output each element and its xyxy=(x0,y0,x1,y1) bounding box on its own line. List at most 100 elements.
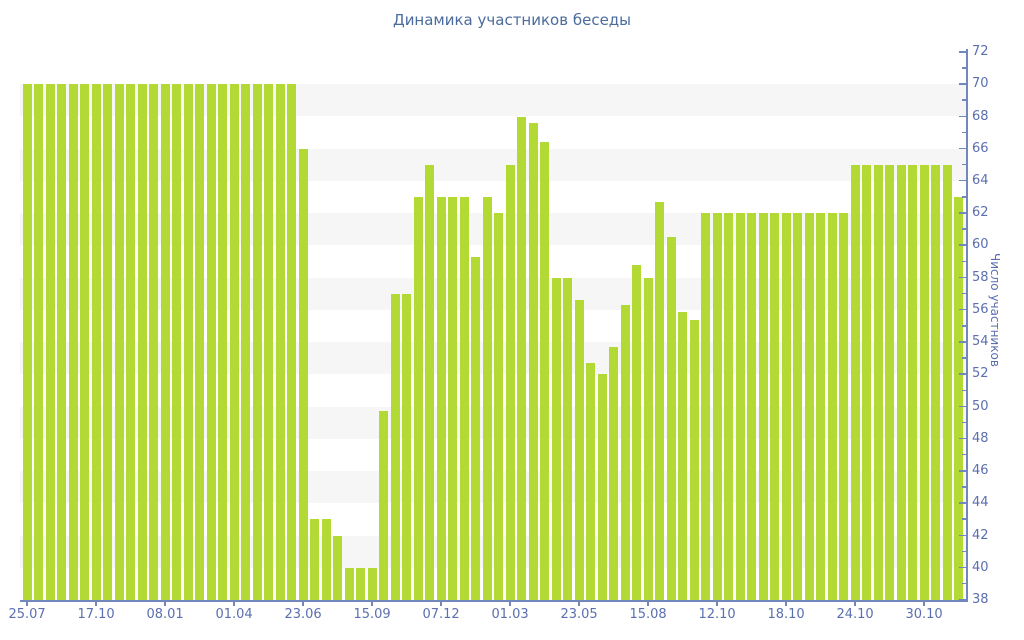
bar xyxy=(885,164,895,600)
bar xyxy=(632,264,642,600)
bar xyxy=(931,164,941,600)
bar xyxy=(586,363,596,600)
y-tick-label: 48 xyxy=(972,430,989,446)
bar xyxy=(206,84,216,600)
bar xyxy=(137,84,147,600)
bar xyxy=(482,197,492,600)
x-tick xyxy=(26,600,28,606)
bar xyxy=(287,84,297,600)
bar xyxy=(551,277,561,600)
bar xyxy=(195,84,205,600)
bar xyxy=(34,84,44,600)
x-tick-label: 18.10 xyxy=(767,607,805,622)
bar xyxy=(770,213,780,600)
y-tick-label: 56 xyxy=(972,301,989,317)
x-tick-label: 08.01 xyxy=(146,607,184,622)
x-tick-label: 25.07 xyxy=(8,607,46,622)
y-minor-tick xyxy=(962,99,968,101)
bar xyxy=(827,213,837,600)
x-tick xyxy=(233,600,235,606)
bar xyxy=(172,84,182,600)
bar xyxy=(344,567,354,600)
bar xyxy=(758,213,768,600)
y-tick-label: 70 xyxy=(972,76,989,92)
y-major-tick xyxy=(959,534,968,536)
bar xyxy=(689,319,699,600)
y-major-tick xyxy=(959,244,968,246)
bar xyxy=(954,197,964,600)
y-minor-tick xyxy=(962,421,968,424)
y-tick-label: 64 xyxy=(972,172,989,188)
y-tick-label: 66 xyxy=(972,140,989,156)
bar xyxy=(908,164,918,600)
bar xyxy=(390,293,400,600)
y-minor-tick xyxy=(962,453,968,456)
y-minor-tick xyxy=(962,228,968,230)
bar xyxy=(563,277,573,600)
y-minor-tick xyxy=(962,67,968,69)
bar xyxy=(252,84,262,600)
bar xyxy=(149,84,159,600)
bar xyxy=(103,84,113,600)
y-minor-tick xyxy=(962,357,968,359)
bar xyxy=(333,535,343,600)
bar xyxy=(816,213,826,600)
bar xyxy=(22,84,32,600)
bar xyxy=(781,213,791,600)
bar xyxy=(379,411,389,600)
y-tick-label: 46 xyxy=(972,463,989,479)
bar xyxy=(505,164,515,600)
x-tick xyxy=(95,600,97,606)
chart-title: Динамика участников беседы xyxy=(392,11,632,29)
y-tick-label: 72 xyxy=(972,44,989,59)
bar xyxy=(540,142,550,600)
y-major-tick xyxy=(959,147,968,150)
y-tick-label: 60 xyxy=(972,237,989,253)
bar xyxy=(229,84,239,600)
bar xyxy=(471,256,481,600)
bar xyxy=(701,213,711,600)
bar xyxy=(655,201,665,600)
bar xyxy=(517,116,527,600)
x-tick xyxy=(302,600,304,606)
y-tick-label: 62 xyxy=(972,205,989,221)
x-tick-label: 01.03 xyxy=(491,607,529,622)
y-major-tick xyxy=(959,83,968,85)
bar xyxy=(91,84,101,600)
y-minor-tick xyxy=(962,325,968,327)
y-major-tick xyxy=(959,212,968,214)
y-minor-tick xyxy=(962,292,968,295)
bar xyxy=(678,311,688,600)
y-major-tick xyxy=(959,373,968,375)
y-major-tick xyxy=(959,276,968,279)
y-major-tick xyxy=(959,179,968,182)
bar xyxy=(57,84,67,600)
x-axis-line xyxy=(20,600,968,602)
bar xyxy=(747,213,757,600)
bar xyxy=(919,164,929,600)
bar xyxy=(896,164,906,600)
y-major-tick xyxy=(959,437,968,440)
bar xyxy=(80,84,90,600)
bar xyxy=(425,164,435,600)
bar xyxy=(666,237,676,600)
y-tick-label: 50 xyxy=(972,398,989,414)
x-tick xyxy=(785,600,787,606)
y-minor-tick xyxy=(962,486,968,488)
y-minor-tick xyxy=(962,518,968,520)
x-tick-label: 07.12 xyxy=(422,607,460,622)
bar xyxy=(862,164,872,600)
y-major-tick xyxy=(959,308,968,311)
x-tick xyxy=(578,600,580,606)
y-minor-tick xyxy=(962,163,968,166)
bar xyxy=(609,347,619,600)
y-axis-title: Число участников xyxy=(988,253,1002,367)
y-tick-label: 54 xyxy=(972,334,989,350)
y-tick-label: 68 xyxy=(972,108,989,124)
y-tick-label: 42 xyxy=(972,527,989,543)
y-major-tick xyxy=(959,470,968,472)
bar xyxy=(448,197,458,600)
y-tick-label: 52 xyxy=(972,366,989,382)
bar xyxy=(264,84,274,600)
